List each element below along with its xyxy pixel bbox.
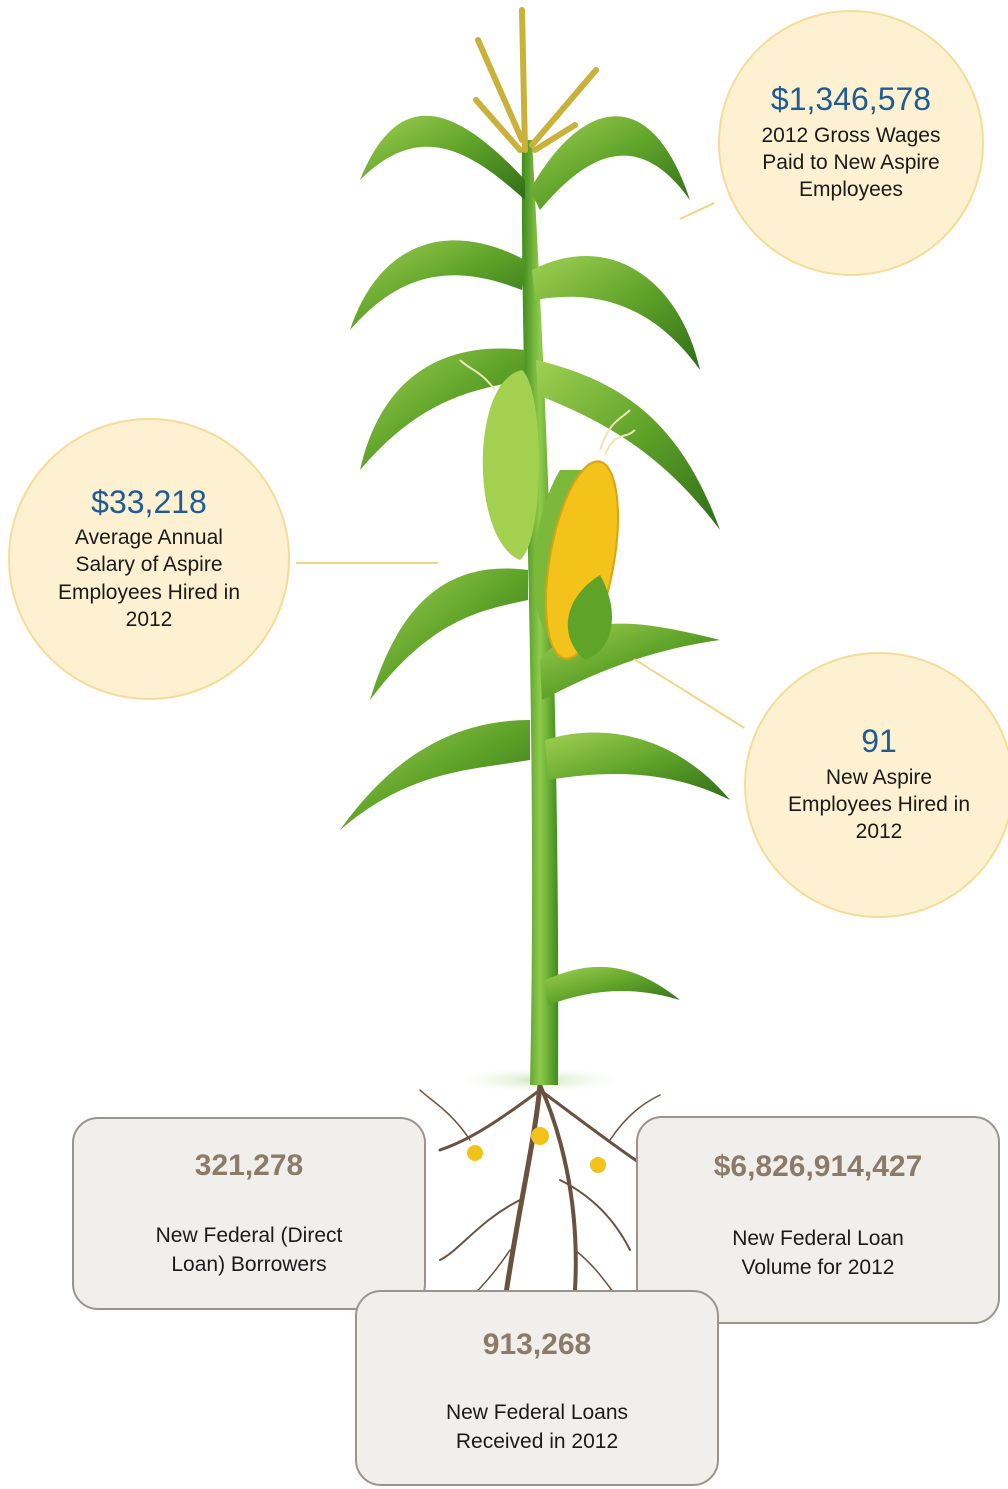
loan-volume-value: $6,826,914,427 (713, 1150, 923, 1183)
stat-bubble-hired: 91 New Aspire Employees Hired in 2012 (744, 652, 1008, 918)
roots-graphic (419, 1082, 661, 1311)
hired-value: 91 (861, 723, 897, 760)
tassel-graphic (473, 7, 599, 153)
avg-salary-label-4: 2012 (125, 607, 173, 631)
corn-husk-left (482, 370, 540, 560)
connector-line-avg-salary (296, 562, 438, 564)
stat-box-borrowers: 321,278 New Federal (Direct Loan) Borrow… (72, 1117, 426, 1310)
avg-salary-label-3: Employees Hired in (57, 580, 241, 604)
hired-label-3: 2012 (855, 820, 903, 844)
stat-bubble-gross-wages: $1,346,578 2012 Gross Wages Paid to New … (718, 10, 984, 276)
gross-wages-label-1: 2012 Gross Wages (761, 123, 941, 147)
avg-salary-value: $33,218 (91, 483, 207, 520)
leaves-graphic (340, 115, 730, 1005)
gross-wages-value: $1,346,578 (770, 81, 932, 118)
loan-volume-label-2: Volume for 2012 (741, 1256, 895, 1280)
hired-label-1: New Aspire (825, 765, 933, 789)
loans-received-label-2: Received in 2012 (455, 1430, 619, 1454)
gross-wages-label-2: Paid to New Aspire (762, 150, 940, 174)
stat-bubble-avg-salary: $33,218 Average Annual Salary of Aspire … (8, 418, 290, 700)
loans-received-label-1: New Federal Loans (445, 1401, 629, 1424)
avg-salary-label-1: Average Annual (75, 526, 223, 549)
stat-box-loan-volume: $6,826,914,427 New Federal Loan Volume f… (636, 1116, 1000, 1324)
stat-box-loans-received: 913,268 New Federal Loans Received in 20… (355, 1290, 719, 1486)
gross-wages-label-3: Employees (799, 178, 903, 202)
loans-received-value: 913,268 (482, 1328, 592, 1361)
loan-volume-label-1: New Federal Loan (732, 1227, 904, 1250)
borrowers-value: 321,278 (194, 1149, 304, 1182)
hired-label-2: Employees Hired in (787, 792, 971, 816)
borrowers-label-1: New Federal (Direct (155, 1224, 343, 1247)
borrowers-label-2: Loan) Borrowers (171, 1253, 327, 1277)
avg-salary-label-2: Salary of Aspire (75, 553, 223, 577)
